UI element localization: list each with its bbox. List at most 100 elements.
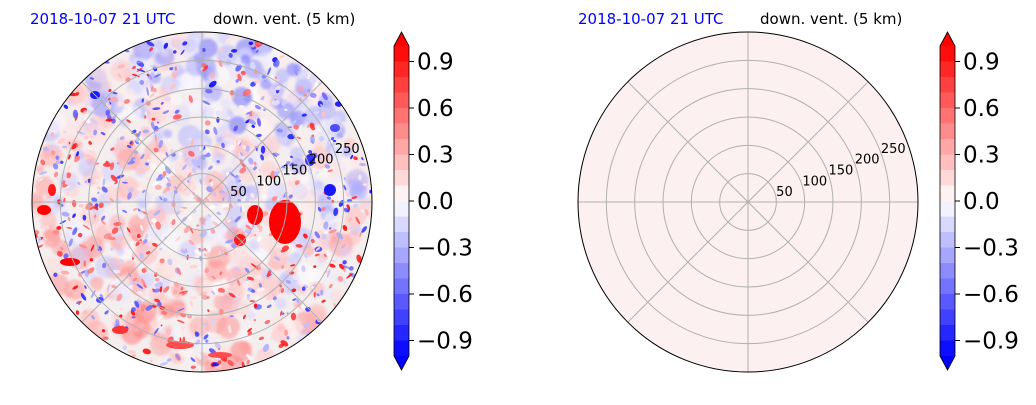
left-field-speckle — [212, 362, 220, 367]
left-field-speckle — [253, 161, 257, 166]
left-field-speckle — [359, 231, 362, 238]
left-field-cell — [330, 289, 345, 303]
left-field-speckle — [112, 70, 117, 75]
left-field-speckle — [254, 79, 259, 84]
left-grid-spoke-135 — [81, 81, 323, 323]
left-field-speckle — [117, 72, 122, 79]
left-field-speckle — [272, 296, 277, 301]
left-field-speckle — [260, 145, 266, 154]
left-field-speckle — [230, 144, 236, 151]
left-field-speckle — [353, 156, 358, 161]
left-field-cell — [256, 249, 270, 263]
left-field-speckle — [144, 115, 147, 119]
left-field-speckle — [61, 211, 70, 217]
left-field-cell — [221, 298, 239, 316]
left-field-cells — [32, 32, 372, 372]
left-field-cell — [32, 192, 44, 209]
left-field-speckle — [290, 264, 296, 267]
left-field-speckle — [130, 241, 133, 247]
left-field-speckle — [301, 286, 306, 291]
right-colorbar-outline — [939, 31, 956, 371]
left-field-speckle — [279, 284, 283, 288]
left-field-speckle — [234, 160, 241, 166]
left-field-speckle — [227, 360, 234, 367]
left-field-speckle — [142, 129, 150, 134]
left-field-speckle — [154, 184, 162, 190]
left-field-speckle — [119, 136, 125, 141]
left-colorbar: 0.9 0.6 0.3 0.0 −0.3 −0.6 −0.9 — [393, 31, 473, 371]
left-field-speckle — [116, 162, 119, 165]
left-field-speckle — [219, 292, 224, 297]
right-colorbar-segment — [940, 325, 955, 341]
left-field-speckle — [222, 197, 225, 202]
left-field-speckle — [290, 177, 294, 183]
left-field-speckle — [102, 178, 106, 186]
left-field-speckle — [303, 284, 308, 288]
left-field-speckle — [97, 191, 100, 194]
left-field-speckle — [281, 98, 287, 107]
left-field-speckle — [247, 327, 252, 333]
right-colorbar-segment — [940, 77, 955, 93]
left-field-speckle — [112, 269, 121, 274]
left-colorbar-segment — [394, 170, 409, 186]
left-field-speckle — [150, 64, 159, 68]
left-field-speckle — [148, 242, 152, 247]
left-field-speckle — [116, 174, 125, 179]
left-field-speckle — [320, 198, 325, 203]
left-field-cell — [167, 174, 186, 193]
left-field-speckle — [127, 350, 136, 354]
left-field-speckle — [132, 207, 138, 212]
left-field-speckle — [133, 277, 138, 282]
left-field-cell — [98, 323, 108, 333]
left-field-speckle — [152, 181, 160, 186]
left-field-speckle — [162, 171, 167, 177]
left-field-speckle — [348, 217, 353, 222]
left-field-speckle — [188, 214, 193, 221]
left-colorbar-segment — [394, 216, 409, 233]
left-field-speckle — [90, 244, 95, 252]
left-field-speckle — [50, 150, 56, 155]
left-field-cell — [220, 98, 232, 110]
left-field-cell — [52, 239, 69, 256]
left-field-speckle — [128, 186, 135, 194]
left-field-speckle — [154, 134, 157, 142]
left-field-speckle — [153, 131, 156, 135]
left-field-speckle — [274, 256, 281, 261]
left-field-speckle — [225, 244, 229, 248]
left-field-speckle — [343, 267, 347, 273]
left-field-speckle — [84, 135, 89, 140]
left-field-speckle — [346, 273, 353, 279]
left-field-speckle — [262, 108, 267, 112]
left-field-speckle — [139, 252, 145, 260]
left-field-speckle — [187, 207, 190, 211]
left-field-speckle — [114, 198, 122, 204]
left-field-speckle — [225, 37, 233, 44]
left-field-speckle — [293, 124, 300, 130]
left-field-speckle — [77, 232, 83, 238]
left-field-strong-cell — [37, 205, 51, 215]
left-field-speckle — [202, 218, 206, 222]
left-field-speckle — [214, 341, 221, 349]
left-field-speckle — [249, 300, 255, 303]
left-field-speckle — [126, 144, 132, 149]
left-field-speckle — [136, 283, 144, 289]
left-field-speckle — [254, 105, 262, 110]
left-field-speckle — [140, 224, 144, 232]
left-field-speckle — [154, 281, 164, 288]
left-field-speckle — [314, 170, 320, 175]
left-field-speckle — [155, 177, 162, 182]
left-field-speckle — [140, 304, 147, 310]
left-field-speckle — [280, 340, 289, 347]
left-field-speckle — [175, 236, 181, 242]
left-field-speckle — [323, 253, 327, 258]
left-field-speckle — [226, 219, 232, 223]
left-field-speckle — [216, 211, 221, 216]
left-field-cell — [173, 36, 185, 48]
left-colorbar-segment — [394, 325, 409, 341]
left-field-speckle — [320, 289, 324, 296]
left-field-speckle — [116, 137, 120, 143]
left-field-speckle — [172, 114, 182, 120]
left-field-speckle — [127, 160, 136, 165]
left-field-speckle — [145, 61, 151, 70]
